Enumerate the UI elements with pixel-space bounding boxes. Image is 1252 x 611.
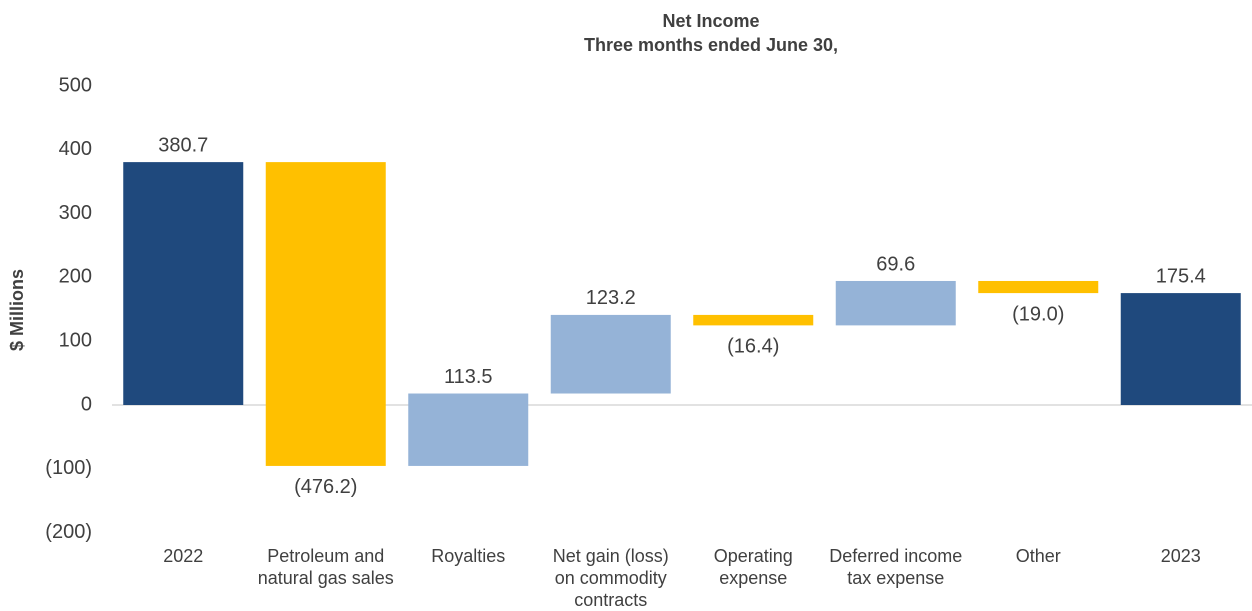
bar [1120, 293, 1241, 405]
bar [693, 314, 814, 326]
data-label: 123.2 [586, 287, 636, 309]
x-tick-label: Deferred income tax expense [829, 546, 963, 588]
x-tick-label: Net gain (loss) on commodity contracts [552, 546, 669, 610]
data-label: 380.7 [158, 134, 208, 156]
bar [408, 393, 529, 466]
data-label: 175.4 [1156, 265, 1206, 287]
y-tick-label: (200) [45, 521, 92, 543]
data-label: 69.6 [876, 253, 915, 275]
x-tick-label: 2022 [163, 546, 204, 566]
bar [550, 314, 671, 394]
chart-title: Net Income [662, 11, 759, 31]
y-tick-label: 0 [81, 393, 92, 415]
x-tick-label: Other [1015, 546, 1061, 566]
y-tick-label: 400 [59, 138, 92, 160]
data-label: (16.4) [727, 336, 779, 358]
bar [978, 280, 1099, 294]
bar [835, 280, 956, 326]
bar [265, 162, 386, 466]
y-tick-label: (100) [45, 457, 92, 479]
data-label: (19.0) [1012, 303, 1064, 325]
x-tick-label: 2023 [1160, 546, 1201, 566]
bar [123, 162, 244, 405]
y-tick-label: 300 [59, 202, 92, 224]
data-label: 113.5 [444, 366, 493, 388]
y-tick-label: 100 [59, 329, 92, 351]
x-tick-label: Royalties [431, 546, 506, 566]
x-tick-label: Operating expense [713, 546, 793, 588]
chart-subtitle: Three months ended June 30, [584, 35, 838, 55]
y-tick-label: 500 [59, 74, 92, 96]
x-tick-label: Petroleum and natural gas sales [257, 546, 394, 588]
data-label: (476.2) [294, 476, 357, 498]
y-tick-label: 200 [59, 266, 92, 288]
y-axis-label: $ Millions [7, 269, 27, 351]
